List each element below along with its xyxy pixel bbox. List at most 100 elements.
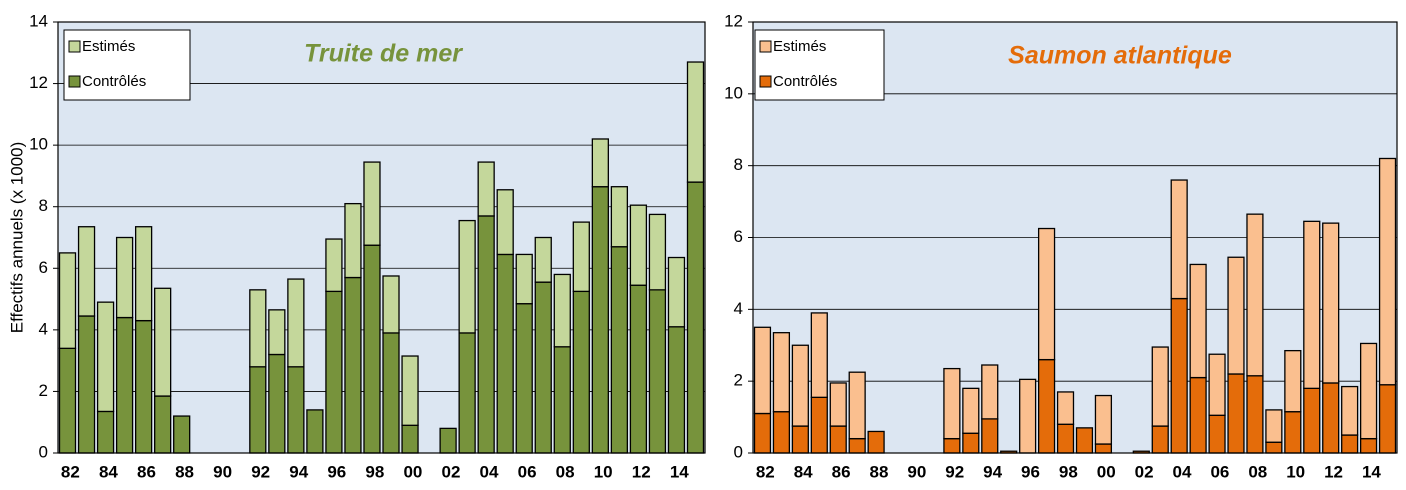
- bar-segment: [867, 430, 885, 454]
- bar-segment: [753, 326, 772, 415]
- x-tick-label: 82: [756, 462, 775, 481]
- bar-segment: [344, 276, 362, 454]
- x-tick-label: 12: [1324, 462, 1343, 481]
- bar-segment: [401, 355, 419, 426]
- bar-segment: [1359, 342, 1378, 440]
- bar-segment: [1189, 263, 1207, 379]
- bar-segment: [77, 315, 96, 454]
- bar-segment: [249, 366, 267, 454]
- bar-segment: [772, 411, 791, 454]
- bar-segment: [1265, 441, 1283, 454]
- x-tick-label: 82: [61, 462, 80, 481]
- bar-segment: [629, 284, 648, 454]
- bar-segment: [791, 344, 809, 427]
- bar-segment: [848, 437, 866, 454]
- bar-segment: [572, 290, 590, 454]
- bar-segment: [981, 364, 999, 420]
- legend-swatch: [759, 75, 772, 88]
- bar-segment: [268, 309, 286, 356]
- bar-segment: [458, 332, 476, 454]
- y-tick-label: 0: [39, 442, 48, 461]
- y-axis-label: Effectifs annuels (x 1000): [7, 142, 26, 334]
- bar-segment: [1019, 378, 1037, 454]
- x-tick-label: 14: [1362, 462, 1381, 481]
- x-tick-label: 92: [251, 462, 270, 481]
- bar-segment: [1170, 179, 1188, 300]
- bar-segment: [306, 409, 324, 454]
- bar-segment: [648, 289, 667, 454]
- bar-segment: [1341, 385, 1359, 436]
- x-tick-label: 90: [213, 462, 232, 481]
- x-tick-label: 00: [403, 462, 422, 481]
- plot-frame: [57, 21, 706, 454]
- bar-segment: [943, 437, 961, 454]
- x-tick-label: 02: [441, 462, 460, 481]
- x-tick-label: 84: [794, 462, 813, 481]
- bar-segment: [534, 236, 552, 283]
- bar-segment: [477, 161, 495, 217]
- bar-segment: [515, 303, 533, 454]
- bar-segment: [1189, 376, 1207, 454]
- bar-segment: [1037, 227, 1056, 361]
- bar-segment: [382, 275, 400, 334]
- bar-segment: [1037, 358, 1056, 454]
- x-tick-label: 04: [480, 462, 499, 481]
- y-tick-label: 2: [734, 371, 743, 390]
- y-tick-label: 14: [29, 11, 48, 30]
- bar-segment: [1170, 297, 1188, 454]
- bar-segment: [1208, 414, 1226, 454]
- bar-segment: [1322, 382, 1340, 454]
- bar-segment: [829, 382, 847, 427]
- legend-box: [63, 29, 191, 101]
- y-tick-label: 10: [29, 135, 48, 154]
- bar-segment: [629, 204, 648, 286]
- bar-segment: [1151, 346, 1169, 427]
- bar-segment: [1359, 437, 1378, 454]
- bar-segment: [572, 221, 590, 293]
- bar-segment: [439, 427, 457, 454]
- bar-segment: [154, 287, 172, 397]
- bar-segment: [249, 289, 267, 368]
- x-tick-label: 88: [175, 462, 194, 481]
- legend-box: [754, 29, 885, 101]
- y-tick-label: 0: [734, 442, 743, 461]
- bar-segment: [458, 219, 476, 334]
- bar-segment: [173, 415, 191, 454]
- x-tick-label: 10: [1286, 462, 1305, 481]
- x-tick-label: 94: [983, 462, 1002, 481]
- x-tick-label: 92: [945, 462, 964, 481]
- bar-segment: [1303, 387, 1321, 454]
- x-tick-label: 96: [327, 462, 346, 481]
- bar-segment: [1246, 375, 1264, 454]
- bar-segment: [1378, 157, 1397, 386]
- bar-segment: [610, 186, 629, 248]
- x-tick-label: 08: [1248, 462, 1267, 481]
- bar-segment: [1265, 409, 1283, 443]
- bar-segment: [1246, 213, 1264, 377]
- x-tick-label: 10: [594, 462, 613, 481]
- y-tick-label: 12: [724, 11, 743, 30]
- x-tick-label: 02: [1135, 462, 1154, 481]
- y-tick-label: 10: [724, 83, 743, 102]
- bar-segment: [667, 256, 686, 328]
- bar-segment: [58, 252, 77, 349]
- bar-segment: [363, 161, 381, 246]
- x-tick-label: 04: [1173, 462, 1192, 481]
- bar-segment: [1056, 423, 1075, 454]
- bar-segment: [1056, 391, 1075, 425]
- bar-segment: [810, 312, 828, 398]
- x-tick-label: 98: [1059, 462, 1078, 481]
- bar-segment: [1227, 256, 1245, 375]
- bar-segment: [810, 396, 828, 454]
- bar-segment: [58, 347, 77, 454]
- bar-segment: [686, 61, 705, 183]
- x-tick-label: 12: [632, 462, 651, 481]
- bar-segment: [648, 213, 667, 291]
- y-tick-label: 2: [39, 381, 48, 400]
- y-tick-label: 6: [734, 227, 743, 246]
- x-tick-label: 90: [907, 462, 926, 481]
- bar-segment: [134, 226, 153, 322]
- bar-segment: [96, 301, 115, 413]
- bar-segment: [962, 432, 980, 454]
- bar-segment: [962, 387, 980, 434]
